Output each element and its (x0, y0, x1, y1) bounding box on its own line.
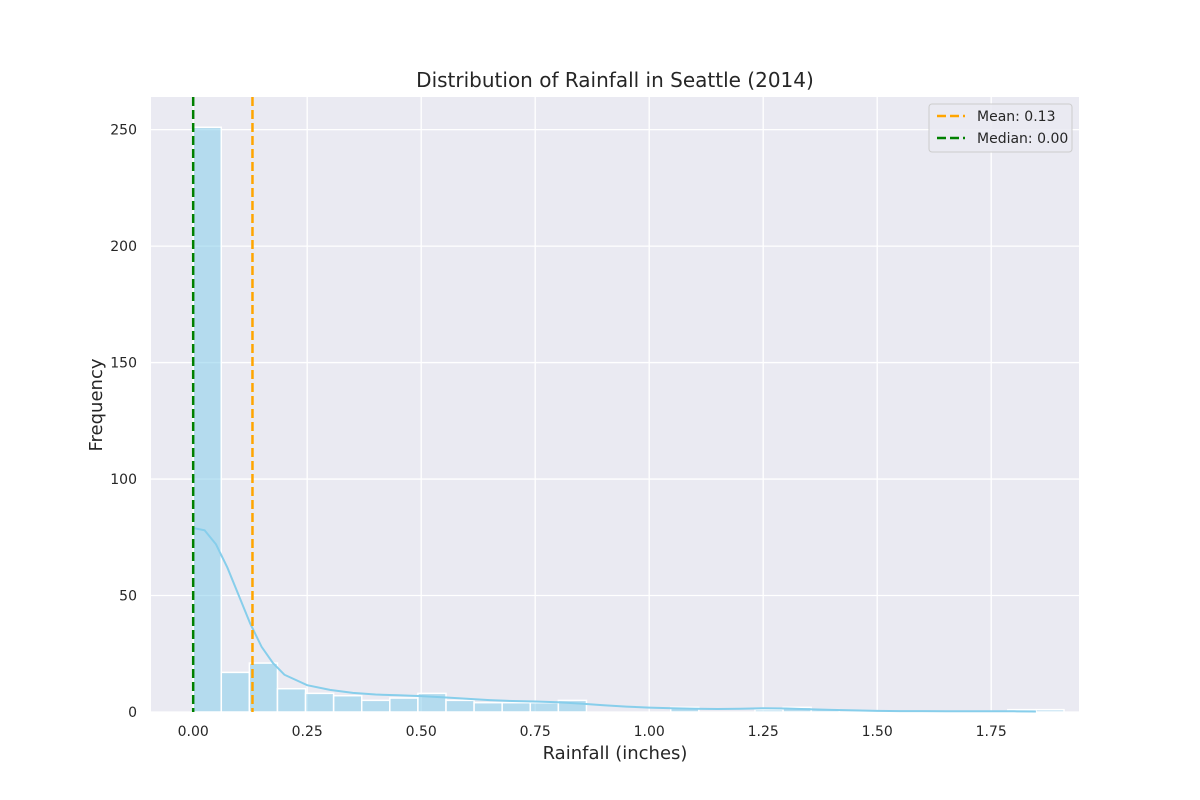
x-tick-label: 1.00 (634, 724, 665, 740)
legend-label: Mean: 0.13 (977, 109, 1055, 125)
histogram-bar (248, 662, 279, 713)
x-tick-label: 0.50 (406, 724, 437, 740)
legend: Mean: 0.13 Median: 0.00 (928, 103, 1073, 153)
x-tick-label: 1.25 (748, 724, 779, 740)
histogram-bar (192, 126, 223, 713)
histogram-bar (1035, 708, 1065, 713)
y-tick-label: 200 (110, 239, 137, 255)
histogram-bar (754, 708, 784, 713)
x-axis-title: Rainfall (inches) (543, 743, 688, 764)
x-tick-label: 1.50 (862, 724, 893, 740)
x-tick-label: 1.75 (976, 724, 1007, 740)
histogram-bar (445, 699, 475, 713)
x-tick-label: 0.75 (520, 724, 551, 740)
histogram-bars (192, 126, 1065, 713)
kde-curve (192, 526, 1036, 713)
histogram-bar (304, 692, 335, 713)
legend-label: Median: 0.00 (977, 131, 1068, 147)
x-tick-label: 0.25 (292, 724, 323, 740)
histogram-bar (220, 671, 251, 713)
histogram-bar (501, 701, 532, 713)
y-tick-label: 150 (110, 356, 137, 372)
chart-title: Distribution of Rainfall in Seattle (201… (416, 68, 814, 92)
histogram-bar (276, 687, 307, 713)
histogram-bar (473, 701, 503, 713)
histogram-bar (389, 697, 419, 713)
histogram-bar (557, 699, 588, 713)
y-tick-label: 50 (119, 589, 137, 605)
histogram-bar (360, 699, 391, 713)
grid-lines (151, 97, 1079, 713)
reference-lines (191, 97, 254, 712)
axis-ticks: 0.00 0.25 0.50 0.75 1.00 1.25 1.50 1.75 0 50 100 15… (110, 123, 1007, 740)
y-axis-title: Frequency (86, 358, 107, 451)
y-tick-label: 100 (110, 472, 137, 488)
x-tick-label: 0.00 (178, 724, 209, 740)
histogram-bar (529, 701, 560, 713)
histogram-bar (332, 694, 363, 713)
y-tick-label: 0 (128, 705, 137, 721)
kde-curve-layer (192, 526, 1036, 713)
y-tick-label: 250 (110, 123, 137, 139)
plot-background (151, 97, 1079, 712)
